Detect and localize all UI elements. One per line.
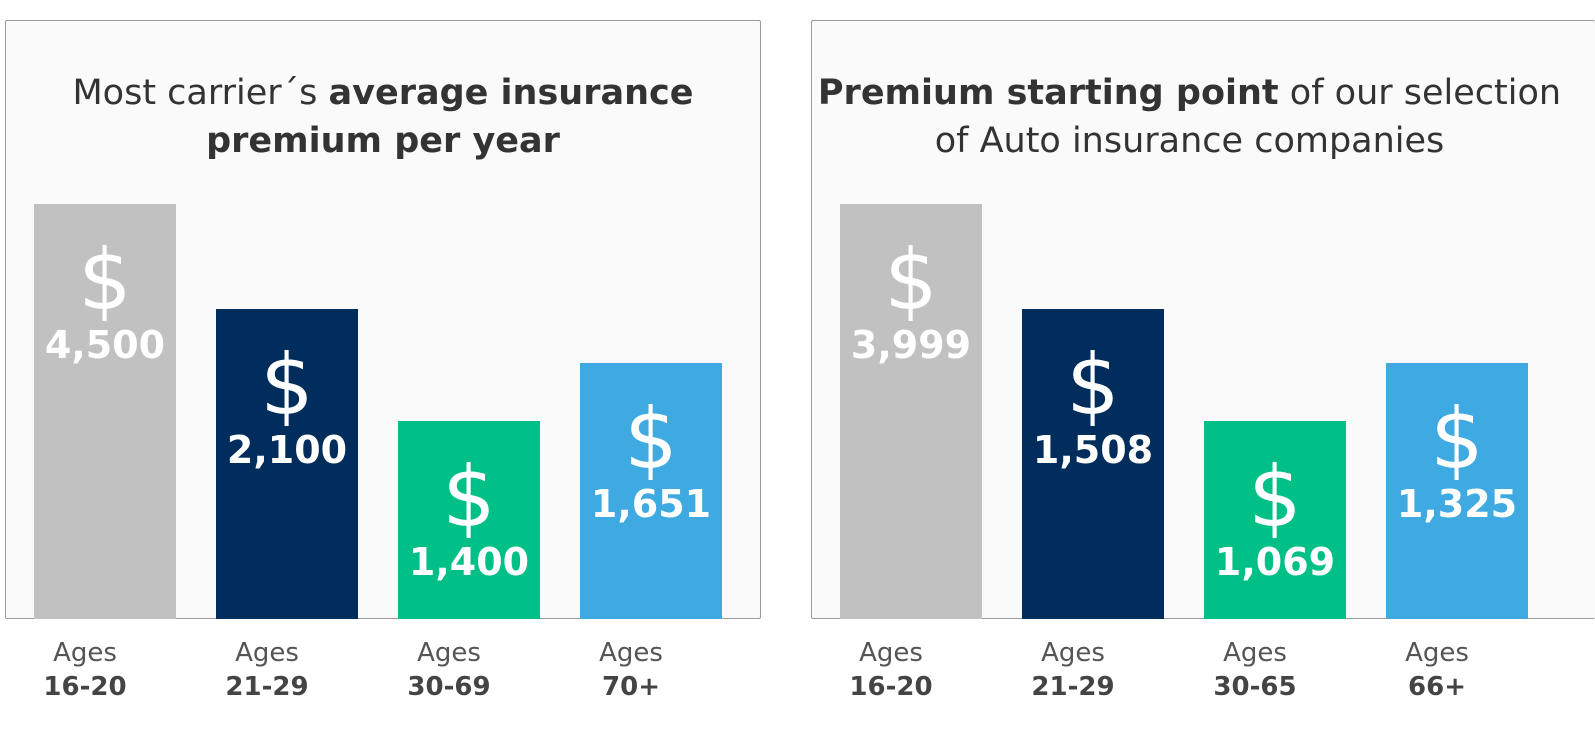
dollar-icon: $	[624, 390, 678, 488]
data-label: 1,508	[1032, 428, 1154, 472]
bar-30-65	[1204, 421, 1346, 619]
data-label: 1,325	[1396, 482, 1518, 526]
chart-title-part: of our selection	[1278, 73, 1562, 113]
chart-title-part: of Auto insurance companies	[934, 121, 1445, 161]
bar-30-69	[398, 421, 540, 619]
category-label: 30-69	[407, 672, 491, 702]
category-label: 21-29	[1031, 672, 1115, 702]
category-label: 70+	[602, 672, 660, 702]
data-label: 1,651	[590, 482, 712, 526]
chart-title-part: premium per year	[206, 121, 560, 161]
chart-title-part: average insurance	[328, 73, 694, 113]
category-label-prefix: Ages	[1223, 638, 1287, 668]
dollar-icon: $	[1430, 390, 1484, 488]
category-label: 16-20	[43, 672, 127, 702]
bar-16-20	[840, 204, 982, 619]
dollar-icon: $	[1066, 336, 1120, 434]
data-label: 1,400	[408, 540, 530, 584]
bar-16-20	[34, 204, 176, 619]
chart-title-part: Premium starting point	[817, 73, 1279, 113]
dollar-icon: $	[260, 336, 314, 434]
category-label-prefix: Ages	[1041, 638, 1105, 668]
chart-title: Most carrier´s average insurance premium …	[6, 69, 760, 165]
dollar-icon: $	[442, 448, 496, 546]
category-label-prefix: Ages	[235, 638, 299, 668]
dollar-icon: $	[884, 231, 938, 329]
bar-21-29	[216, 309, 358, 619]
bar-70+	[580, 363, 722, 619]
chart-title: Premium starting point of our selection o…	[812, 69, 1567, 165]
category-label-prefix: Ages	[53, 638, 117, 668]
chart-title-part: Most carrier´s	[72, 73, 329, 113]
data-label: 3,999	[850, 323, 972, 367]
data-label: 2,100	[226, 428, 348, 472]
category-label-prefix: Ages	[599, 638, 663, 668]
category-label: 66+	[1408, 672, 1466, 702]
data-label: 1,069	[1214, 540, 1336, 584]
category-label-prefix: Ages	[859, 638, 923, 668]
category-label-prefix: Ages	[417, 638, 481, 668]
data-label: 4,500	[44, 323, 166, 367]
bar-66+	[1386, 363, 1528, 619]
dollar-icon: $	[1248, 448, 1302, 546]
category-label-prefix: Ages	[1405, 638, 1469, 668]
bar-21-29	[1022, 309, 1164, 619]
category-label: 21-29	[225, 672, 309, 702]
category-label: 30-65	[1213, 672, 1297, 702]
dollar-icon: $	[78, 231, 132, 329]
category-label: 16-20	[849, 672, 933, 702]
